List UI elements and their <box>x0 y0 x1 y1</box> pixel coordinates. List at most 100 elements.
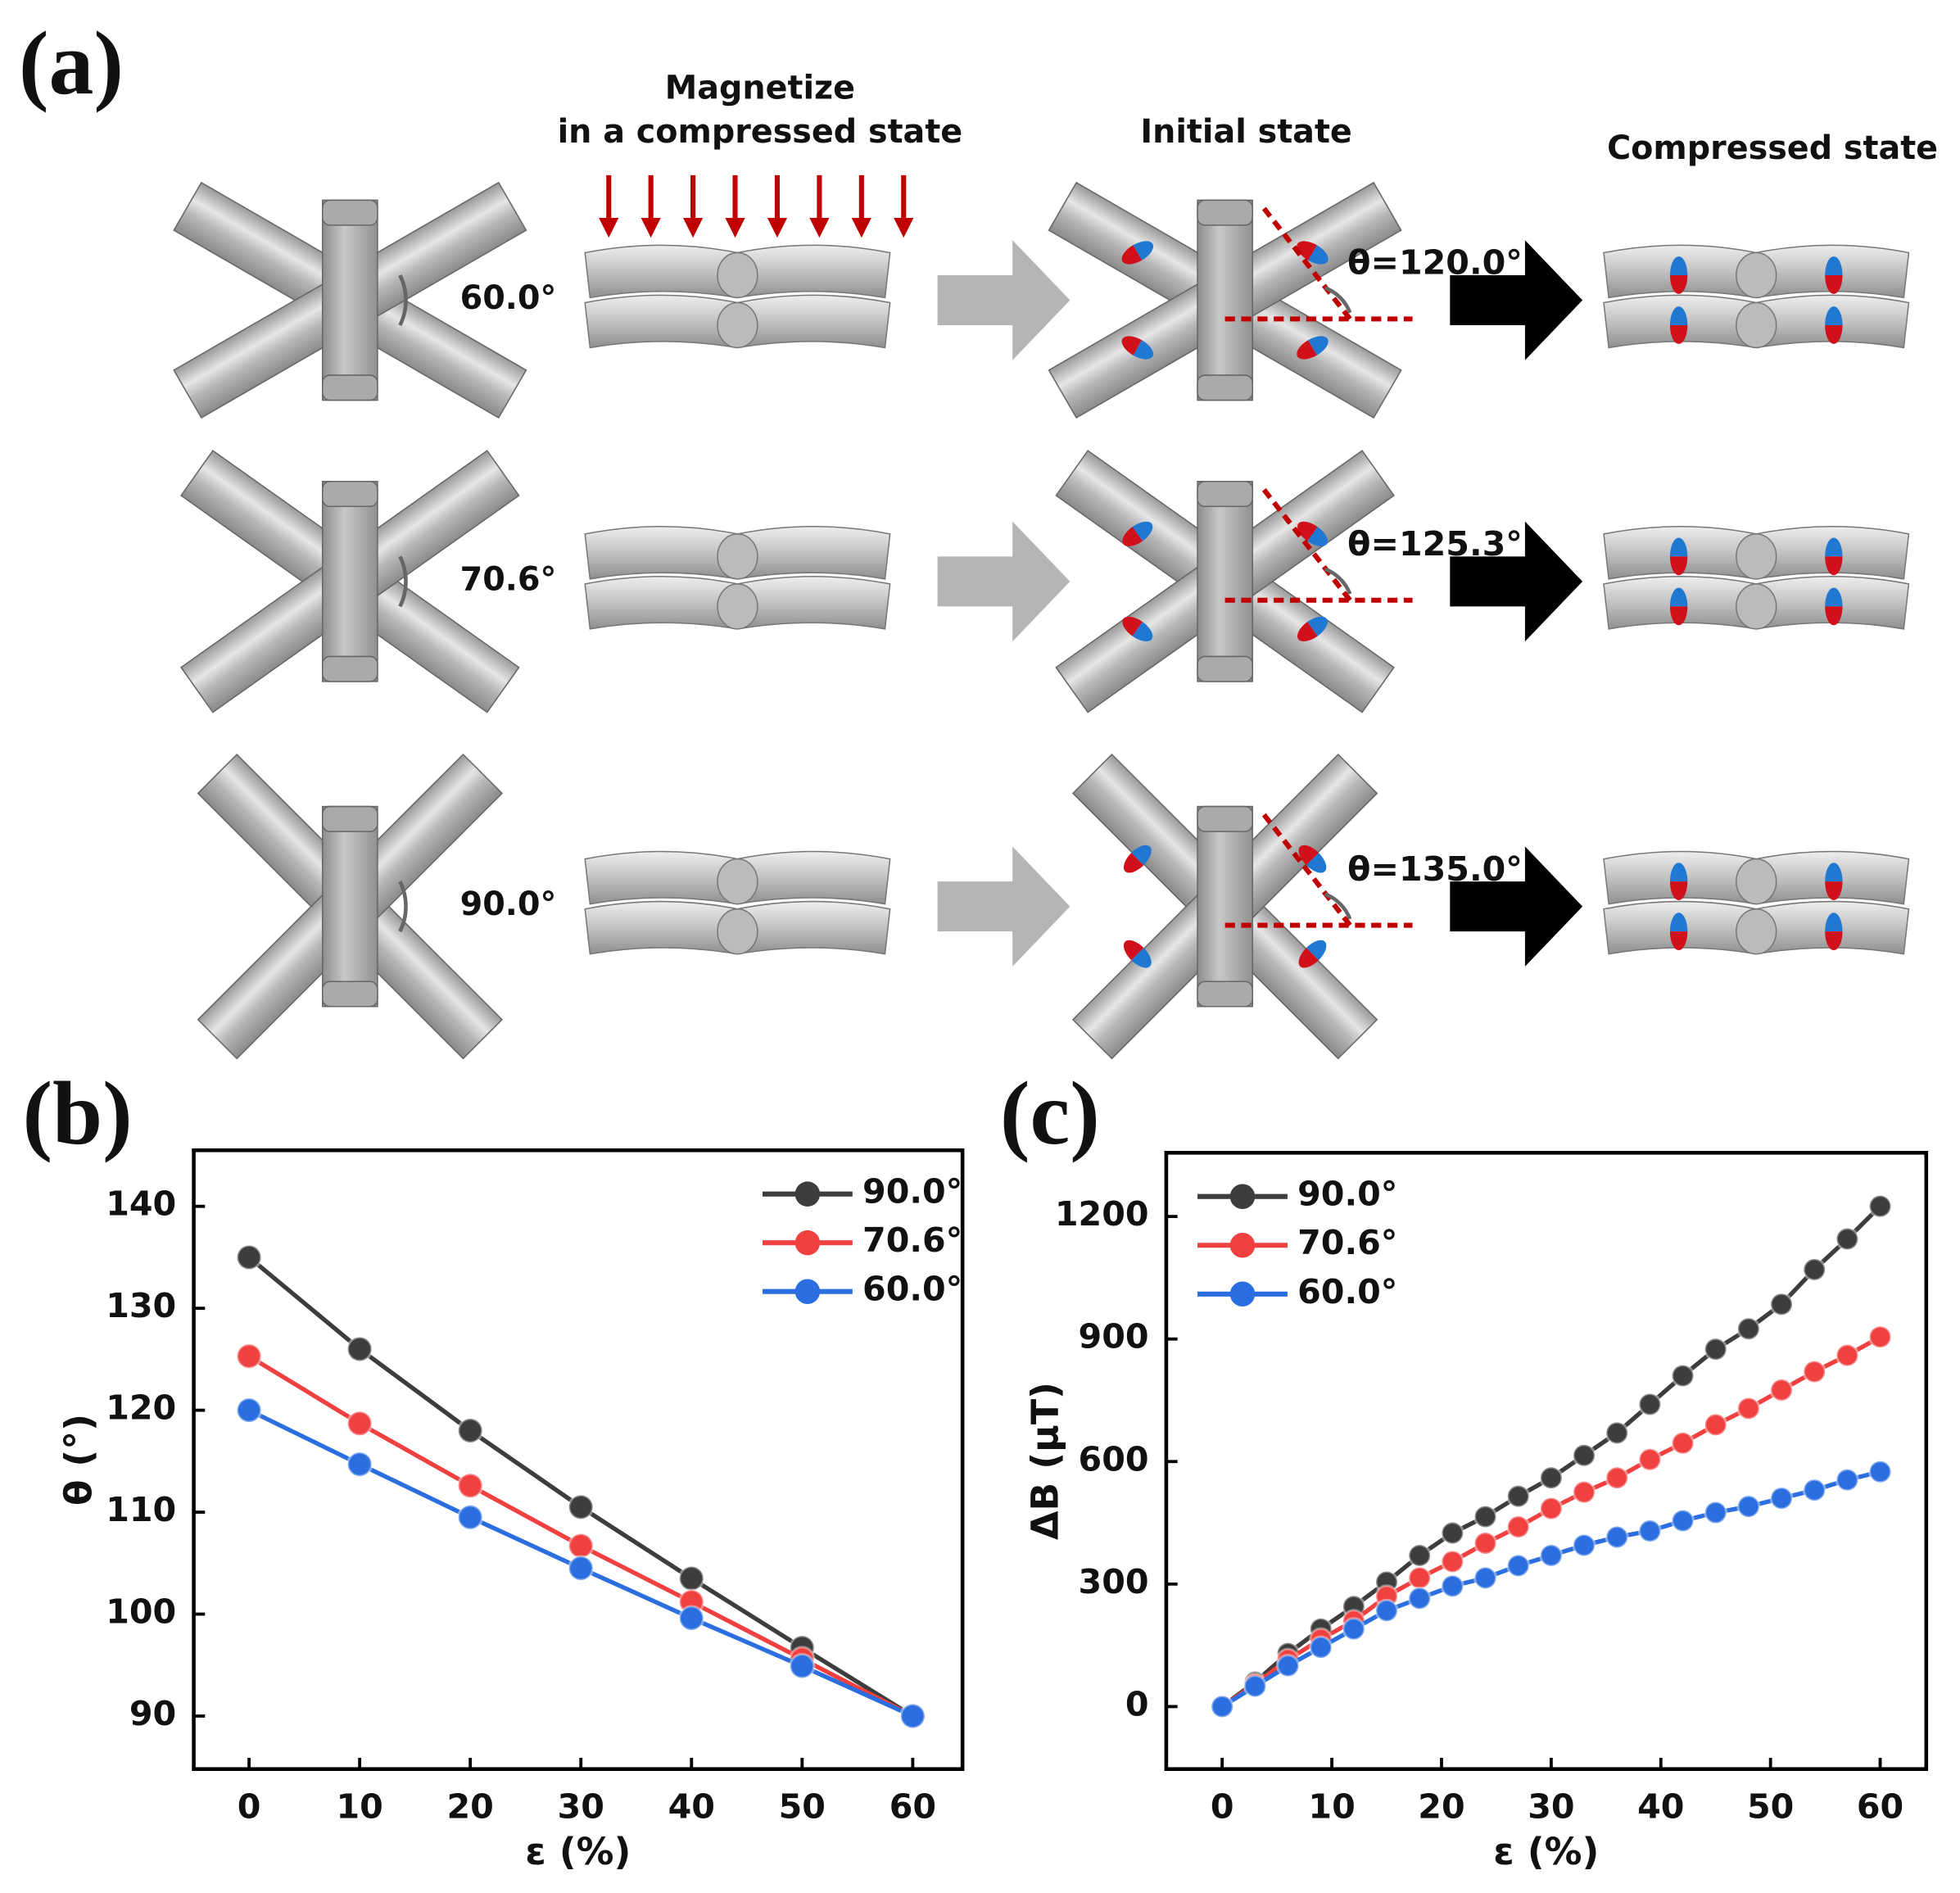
magnet-n <box>1306 940 1327 961</box>
data-point <box>1407 1565 1432 1590</box>
data-point <box>1769 1486 1794 1510</box>
rod <box>1197 805 1253 1008</box>
magnet-s <box>1123 940 1144 961</box>
data-point <box>1868 1460 1893 1484</box>
magnet-s <box>1123 853 1144 873</box>
legend-label: 90.0° <box>1297 1175 1397 1214</box>
magnet-n <box>1669 306 1688 326</box>
magnet <box>1122 616 1153 641</box>
data-point <box>236 1243 263 1270</box>
heading: Compressed state <box>1607 129 1938 167</box>
x-tick-label: 30 <box>1528 1787 1574 1827</box>
x-axis-label: ε (%) <box>1493 1830 1599 1873</box>
angle-arc <box>398 555 408 608</box>
magnet-n <box>1131 948 1152 968</box>
legend-marker <box>794 1279 821 1304</box>
y-axis-label: ΔB (μT) <box>1023 1382 1066 1540</box>
data-point <box>1572 1480 1596 1505</box>
data-point <box>457 1504 484 1531</box>
magnet-s <box>1669 881 1688 901</box>
rod <box>1197 481 1253 682</box>
y-tick-label: 300 <box>1079 1562 1149 1601</box>
magnet-s <box>1825 274 1843 294</box>
data-point <box>1407 1543 1432 1568</box>
x-tick-label: 10 <box>1308 1787 1355 1827</box>
magnet-n <box>1825 256 1843 275</box>
panel-label: (a) <box>19 13 124 113</box>
data-point <box>1440 1549 1464 1574</box>
magnet-n <box>1825 587 1843 607</box>
compressed-cell <box>1603 850 1910 955</box>
magnet-n <box>1669 863 1688 882</box>
plot-frame <box>192 1148 965 1771</box>
magnet-n <box>1825 306 1843 326</box>
magnet-n <box>1132 521 1153 541</box>
data-point <box>1802 1478 1826 1502</box>
magnet-n <box>1308 245 1329 265</box>
magnet-n <box>1306 853 1327 873</box>
data-point <box>1342 1617 1366 1642</box>
legend-label: 90.0° <box>862 1172 962 1211</box>
legend-marker <box>1229 1232 1256 1258</box>
magnet <box>1121 241 1154 265</box>
x-tick-label: 30 <box>558 1787 604 1827</box>
x-tick-label: 20 <box>1418 1787 1464 1827</box>
process-arrow <box>937 846 1071 967</box>
x-tick-label: 0 <box>1211 1787 1234 1827</box>
magnet-s <box>1825 556 1843 576</box>
angle-label: 90.0° <box>460 885 557 923</box>
data-point <box>1835 1468 1859 1492</box>
x-axis-label: ε (%) <box>525 1830 631 1873</box>
x-tick-label: 50 <box>1747 1787 1794 1827</box>
joint <box>717 251 758 299</box>
magnet <box>1122 521 1153 546</box>
magnet-n <box>1131 845 1152 866</box>
data-point <box>1243 1673 1267 1698</box>
magnet-n <box>1669 537 1688 557</box>
joint <box>717 583 758 630</box>
magnet <box>1123 845 1152 873</box>
compress-arrow <box>1450 521 1583 642</box>
data-point <box>1868 1194 1893 1219</box>
legend-label: 60.0° <box>862 1270 962 1309</box>
data-point <box>1572 1443 1596 1468</box>
joint <box>1736 908 1777 955</box>
data-point <box>1868 1325 1893 1349</box>
angle-arc <box>398 274 408 327</box>
magnet-s <box>1669 606 1688 626</box>
rod <box>321 805 378 1008</box>
magnet-s <box>1825 606 1843 626</box>
unit-cell <box>1048 181 1402 419</box>
data-point <box>678 1605 705 1632</box>
rod <box>1197 199 1253 401</box>
data-point <box>457 1417 484 1444</box>
data-point <box>1802 1257 1826 1282</box>
magnet-n <box>1825 913 1843 932</box>
magnet-s <box>1297 622 1318 641</box>
data-point <box>1637 1519 1662 1543</box>
magnet <box>1297 336 1329 360</box>
data-point <box>568 1533 595 1560</box>
magnet <box>1298 940 1327 968</box>
magnet-s <box>1825 881 1843 901</box>
y-tick-label: 600 <box>1079 1439 1149 1479</box>
rod-end <box>1197 655 1253 682</box>
heading: Initial state <box>1140 113 1351 151</box>
data-point <box>1671 1364 1695 1388</box>
y-tick-label: 140 <box>106 1184 176 1224</box>
compress-arrow <box>1450 846 1583 967</box>
unit-cell <box>197 753 504 1060</box>
data-point <box>236 1397 263 1424</box>
magnet <box>1297 241 1329 265</box>
theta-guide <box>1224 205 1413 322</box>
magnet-s <box>1297 521 1318 541</box>
magnet-s <box>1298 948 1319 968</box>
process-arrow <box>937 521 1071 642</box>
legend-label: 60.0° <box>1297 1272 1397 1311</box>
rod-end <box>321 655 378 682</box>
panel-label: (c) <box>1000 1063 1100 1163</box>
angle-label: 60.0° <box>460 279 557 317</box>
rod-end <box>321 199 378 226</box>
data-point <box>1605 1420 1629 1445</box>
